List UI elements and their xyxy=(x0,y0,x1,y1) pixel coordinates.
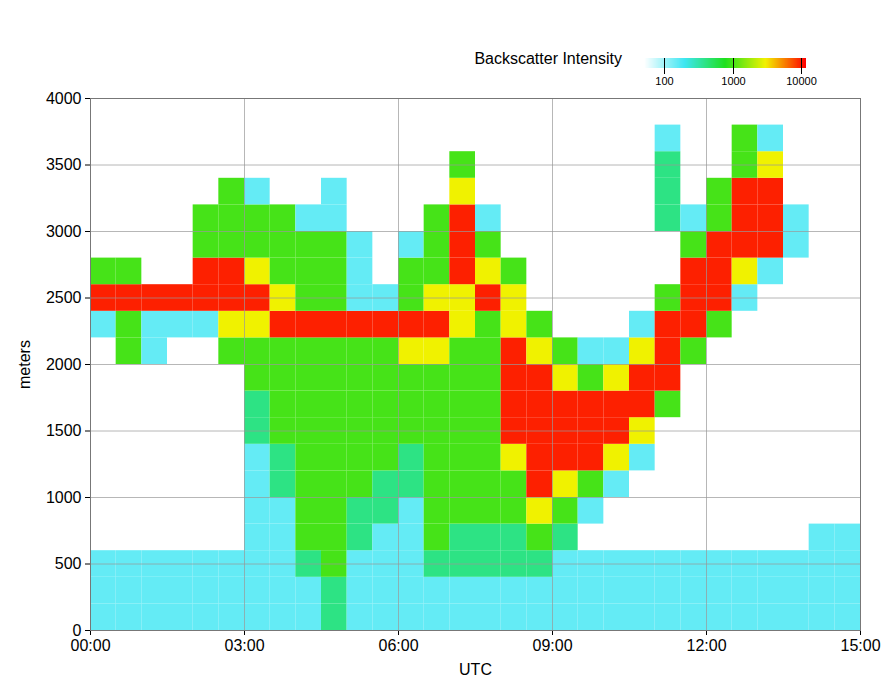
svg-text:09:00: 09:00 xyxy=(532,637,572,654)
svg-text:03:00: 03:00 xyxy=(224,637,264,654)
svg-text:meters: meters xyxy=(16,340,33,389)
svg-text:00:00: 00:00 xyxy=(70,637,110,654)
svg-text:2500: 2500 xyxy=(46,289,82,306)
svg-text:UTC: UTC xyxy=(459,661,492,678)
svg-text:06:00: 06:00 xyxy=(378,637,418,654)
svg-text:12:00: 12:00 xyxy=(686,637,726,654)
svg-text:1000: 1000 xyxy=(46,489,82,506)
svg-text:1500: 1500 xyxy=(46,422,82,439)
svg-text:0: 0 xyxy=(72,621,82,639)
svg-text:10000: 10000 xyxy=(786,75,817,87)
svg-text:1000: 1000 xyxy=(721,75,745,87)
svg-text:3000: 3000 xyxy=(46,223,82,240)
svg-text:4000: 4000 xyxy=(46,90,82,107)
svg-text:100: 100 xyxy=(655,75,673,87)
html-text:Backscatter Intensity: Backscatter Intensity xyxy=(474,50,622,67)
svg-text:3500: 3500 xyxy=(46,156,82,173)
svg-text:2000: 2000 xyxy=(46,356,82,373)
svg-text:500: 500 xyxy=(55,555,82,572)
svg-text:15:00: 15:00 xyxy=(840,637,880,654)
